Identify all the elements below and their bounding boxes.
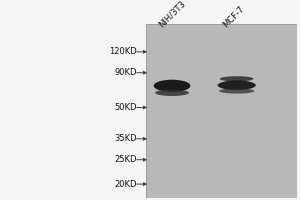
Text: 20KD: 20KD (114, 180, 137, 189)
Text: 90KD: 90KD (114, 68, 137, 77)
Ellipse shape (218, 80, 256, 90)
Ellipse shape (154, 80, 190, 92)
Text: 25KD: 25KD (114, 155, 137, 164)
Text: NIH/3T3: NIH/3T3 (157, 0, 187, 29)
Ellipse shape (155, 89, 189, 96)
Text: MCF-7: MCF-7 (221, 4, 247, 29)
Text: 35KD: 35KD (114, 134, 137, 143)
Ellipse shape (219, 88, 254, 94)
Text: 120KD: 120KD (109, 47, 137, 56)
Text: 50KD: 50KD (114, 103, 137, 112)
Ellipse shape (220, 76, 254, 81)
Bar (146, 24, 297, 198)
